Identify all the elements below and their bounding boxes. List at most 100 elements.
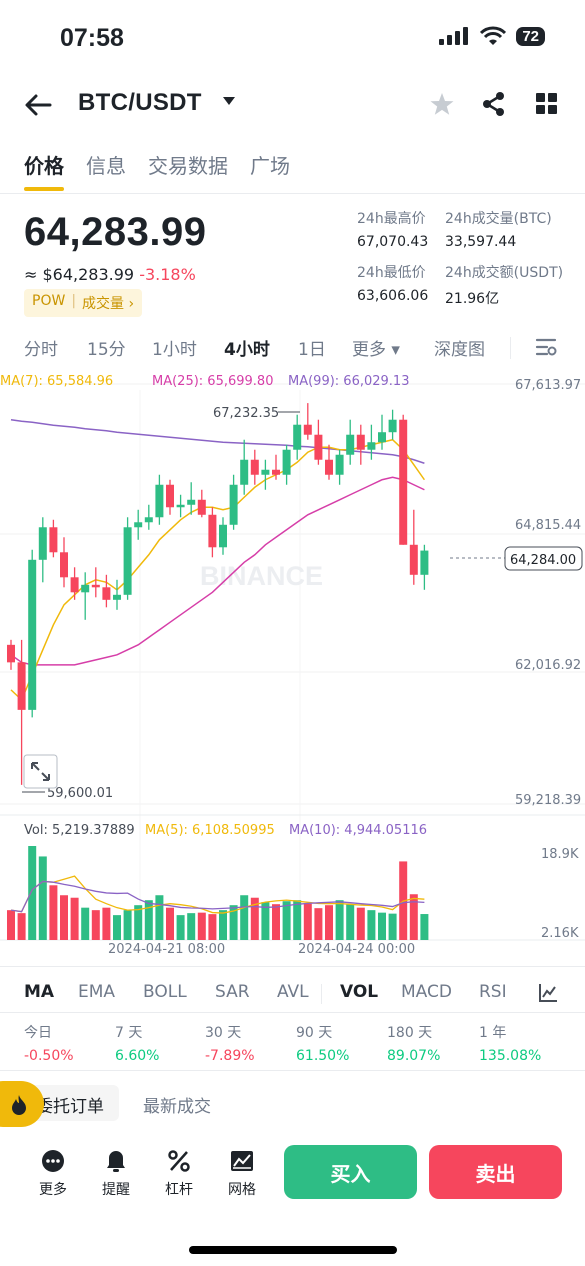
candle-body: [60, 552, 68, 578]
indicator-avl[interactable]: AVL: [277, 982, 309, 1002]
interval-depth[interactable]: 深度图: [434, 340, 485, 360]
candle-body: [70, 577, 79, 593]
candle-body: [409, 544, 418, 575]
volume-bar: [38, 856, 47, 940]
grid-trading-button[interactable]: 网格: [217, 1145, 267, 1199]
tab-square[interactable]: 广场: [250, 154, 290, 178]
vol-ma5-legend: MA(5): 6,108.50995: [145, 823, 275, 838]
vol-ma10-line: [10, 880, 425, 913]
indicator-vol[interactable]: VOL: [340, 982, 379, 1002]
perf-180d: 180 天 89.07%: [387, 1025, 441, 1064]
volume-bars: [7, 846, 429, 940]
candle-body: [102, 587, 111, 600]
expand-button[interactable]: [23, 754, 58, 789]
candle-body: [272, 469, 280, 475]
vol-btc-value: 33,597.44: [445, 234, 517, 250]
indicator-settings-icon[interactable]: [537, 982, 559, 1004]
candle-body: [293, 424, 302, 450]
volume-bar: [346, 904, 355, 940]
interval-15m[interactable]: 15分: [87, 340, 126, 360]
star-icon[interactable]: [428, 90, 456, 118]
interval-more[interactable]: 更多 ▾: [352, 340, 400, 360]
interval-1d[interactable]: 1日: [298, 340, 326, 360]
volume-bar: [102, 907, 111, 940]
indicator-macd[interactable]: MACD: [401, 982, 452, 1002]
volume-bar: [7, 910, 15, 940]
volume-bar: [17, 913, 26, 940]
volume-bar: [197, 912, 206, 940]
volume-bar: [409, 894, 418, 940]
buy-button[interactable]: 买入: [284, 1145, 417, 1199]
interval-bar: 分时 15分 1小时 4小时 1日 更多 ▾ 深度图: [24, 335, 584, 361]
indicator-sar[interactable]: SAR: [215, 982, 250, 1002]
candle-body: [49, 527, 58, 553]
candlestick-chart[interactable]: BINANCE 67,613.97 64,815.44 62,016.92 59,21…: [0, 360, 585, 970]
grid-menu-icon[interactable]: [533, 90, 561, 118]
tab-info[interactable]: 信息: [86, 154, 126, 178]
candle-body: [91, 584, 100, 588]
tab-entrust-orders[interactable]: 委托订单: [36, 1097, 104, 1117]
signal-icon: [439, 27, 469, 45]
leverage-button[interactable]: 杠杆: [154, 1145, 204, 1199]
tab-latest-trades[interactable]: 最新成交: [143, 1097, 211, 1117]
chart-settings-icon[interactable]: [534, 335, 558, 359]
back-arrow-icon[interactable]: [22, 90, 54, 120]
volume-bar: [250, 897, 259, 940]
volume-bar: [187, 913, 196, 940]
caret-down-icon[interactable]: [222, 94, 236, 108]
tag-chip[interactable]: POW | 成交量 ›: [24, 289, 143, 317]
volume-bar: [378, 912, 386, 940]
candle-body: [208, 514, 217, 548]
perf-1y: 1 年 135.08%: [479, 1025, 542, 1064]
tab-trading-data[interactable]: 交易数据: [148, 154, 228, 178]
volume-bar: [176, 915, 185, 940]
grid-trading-icon: [231, 1151, 253, 1171]
approx-usd: ≈ $64,283.99: [24, 265, 135, 284]
candle-body: [378, 432, 386, 443]
volume-bar: [229, 905, 238, 940]
volume-bar: [155, 895, 164, 940]
high-value: 67,070.43: [357, 234, 429, 250]
low-label: 24h最低价: [357, 265, 426, 281]
candle-body: [166, 484, 174, 508]
volume-bar: [113, 915, 121, 940]
tab-price[interactable]: 价格: [24, 150, 64, 191]
price-change: -3.18%: [139, 265, 196, 284]
interval-timeline[interactable]: 分时: [24, 340, 58, 360]
watermark-text: BINANCE: [200, 561, 323, 591]
header: BTC/USDT: [0, 80, 585, 130]
main-tabs: 价格 信息 交易数据 广场: [24, 150, 290, 191]
indicator-divider: [0, 966, 585, 967]
indicator-ema[interactable]: EMA: [78, 982, 116, 1002]
interval-1h[interactable]: 1小时: [152, 340, 197, 360]
candles: [7, 403, 429, 785]
tabs-divider: [0, 193, 585, 194]
pair-title[interactable]: BTC/USDT: [78, 89, 202, 116]
candle-body: [261, 469, 270, 475]
indicator-rsi[interactable]: RSI: [479, 982, 507, 1002]
chart-grid: [0, 383, 585, 941]
candle-body: [113, 594, 121, 600]
candle-body: [420, 550, 429, 575]
indicator-boll[interactable]: BOLL: [143, 982, 187, 1002]
alert-button[interactable]: 提醒: [91, 1145, 141, 1199]
interval-4h[interactable]: 4小时: [224, 340, 270, 360]
volume-bar: [70, 897, 79, 940]
candle-body: [7, 644, 15, 663]
order-tabs: 委托订单 最新成交: [0, 1081, 585, 1127]
volume-bar: [123, 910, 132, 940]
more-button[interactable]: 更多: [28, 1145, 78, 1199]
volume-bar: [261, 902, 270, 940]
candle-body: [356, 434, 365, 450]
sell-button[interactable]: 卖出: [429, 1145, 562, 1199]
y-axis-label: 59,218.39: [515, 793, 581, 808]
share-icon[interactable]: [480, 90, 508, 118]
ma25-line: [10, 476, 425, 666]
volume-bar: [134, 905, 143, 940]
candle-body: [388, 419, 397, 433]
indicator-ma[interactable]: MA: [24, 982, 55, 1002]
battery-indicator: 72: [516, 26, 545, 46]
last-price-label: 64,284.00: [510, 553, 576, 568]
perf-7d: 7 天 6.60%: [115, 1025, 160, 1064]
ma99-legend: MA(99): 66,029.13: [288, 374, 409, 389]
